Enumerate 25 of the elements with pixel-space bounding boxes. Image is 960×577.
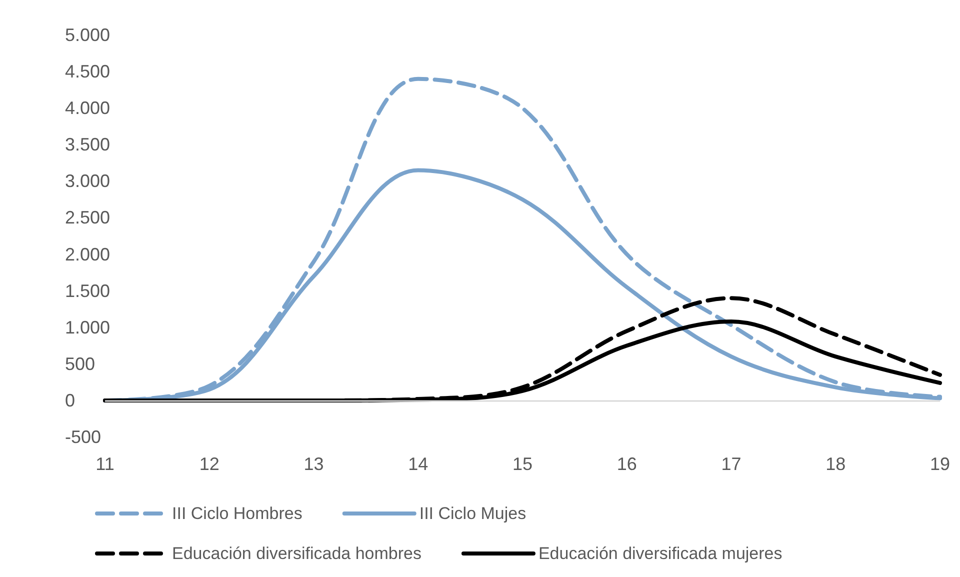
legend-label: III Ciclo Hombres [172,504,302,523]
x-tick-label: 13 [304,454,324,474]
x-tick-label: 16 [616,454,637,474]
y-tick-label: 3.000 [65,171,110,192]
legend-label: Educación diversificada mujeres [538,544,782,563]
x-tick-label: 12 [199,454,220,474]
y-tick-label: 2.000 [65,244,110,264]
x-tick-label: 19 [930,454,950,474]
y-tick-label: 500 [65,354,96,374]
x-tick-label: 17 [721,454,742,474]
x-tick-label: 11 [96,454,114,474]
legend-label: III Ciclo Mujes [419,504,526,523]
y-tick-label: 4.500 [65,62,110,82]
y-tick-label: 1.500 [65,280,110,301]
y-tick-label: -500 [65,427,102,447]
y-tick-label: 2.500 [65,208,110,228]
y-tick-label: 4.000 [65,98,110,118]
y-tick-label: 0 [65,390,76,410]
x-tick-label: 18 [826,454,846,474]
legend-label: Educación diversificada hombres [172,544,422,563]
y-tick-label: 3.500 [65,134,110,155]
y-tick-label: 1.000 [65,317,110,338]
y-tick-label: 5.000 [65,25,110,45]
x-tick-label: 14 [408,454,428,474]
x-tick-label: 15 [512,454,533,474]
